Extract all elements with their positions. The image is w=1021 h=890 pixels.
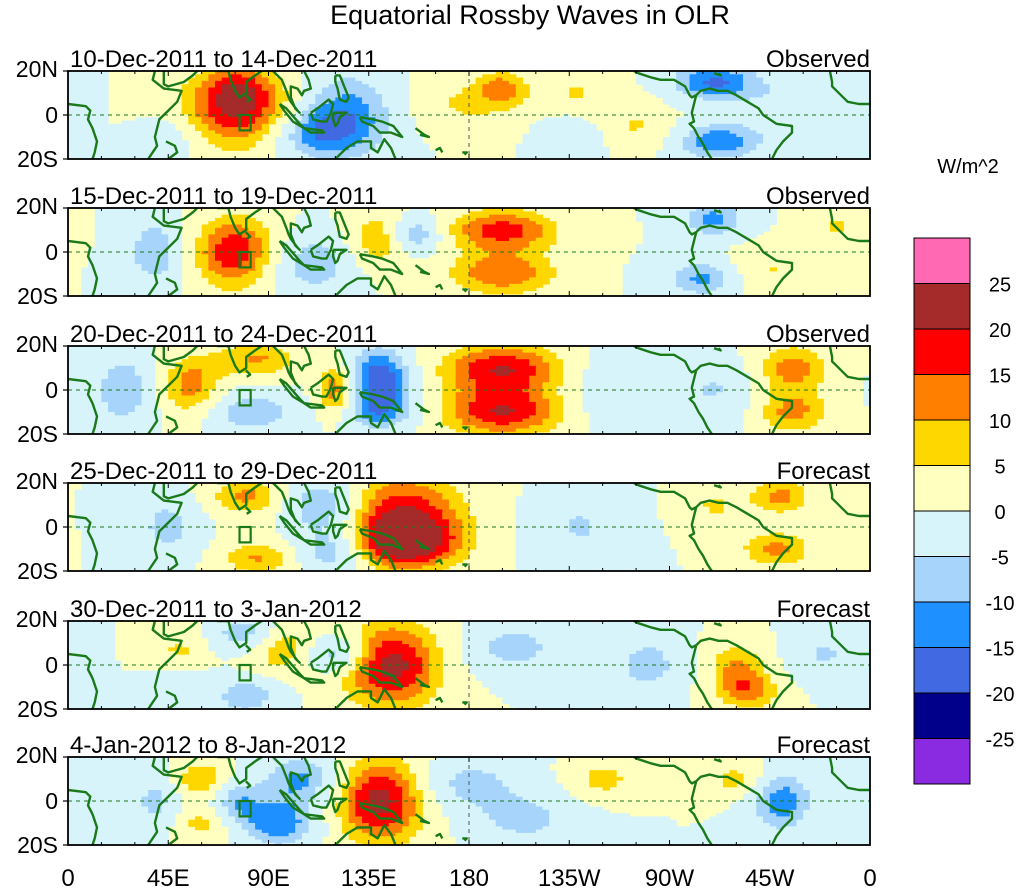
latitude-label: 20S	[17, 421, 58, 447]
panel-date-range: 10-Dec-2011 to 14-Dec-2011	[70, 46, 377, 73]
panel-status: Forecast	[777, 596, 871, 623]
panel-status: Forecast	[777, 458, 871, 485]
latitude-label: 20S	[17, 696, 58, 722]
coastlines	[68, 483, 870, 571]
colorbar-label: -10	[986, 593, 1015, 615]
colorbar-label: -5	[991, 548, 1009, 570]
latitude-label: 20N	[16, 193, 58, 219]
map-panel-6: 20N 0 20S 4-Jan-2012 to 8-Jan-2012 Forecast	[16, 732, 871, 858]
map-panel-2: 20N 0 20S 15-Dec-2011 to 19-Dec-2011 Observe…	[16, 183, 871, 309]
panel-status: Observed	[766, 321, 870, 348]
ticks	[63, 482, 871, 572]
colorbar-swatch	[913, 465, 971, 512]
colorbar-swatch	[913, 510, 971, 557]
panel-date-range: 25-Dec-2011 to 29-Dec-2011	[70, 458, 377, 485]
panel-date-range: 20-Dec-2011 to 24-Dec-2011	[70, 321, 377, 348]
panel-date-range: 15-Dec-2011 to 19-Dec-2011	[70, 183, 377, 210]
colorbar: W/m^2 25 20 15 10 5 0 -5 -10 -15 -20 -25	[913, 156, 1015, 785]
map-panel-3: 20N 0 20S 20-Dec-2011 to 24-Dec-2011 Observe…	[16, 321, 871, 447]
map-panel-5: 20N 0 20S 30-Dec-2011 to 3-Jan-2012 Forecast	[16, 596, 871, 722]
index-region-box	[238, 525, 252, 544]
panel-date-range: 4-Jan-2012 to 8-Jan-2012	[70, 732, 346, 759]
coastlines	[68, 346, 870, 434]
index-region-box	[238, 799, 252, 818]
index-region-box	[238, 113, 252, 132]
coastlines	[68, 621, 870, 709]
latitude-label: 20N	[16, 742, 58, 768]
coastlines	[68, 757, 870, 845]
colorbar-label: 15	[989, 366, 1011, 388]
latitude-label: 0	[45, 788, 58, 814]
latitude-label: 20S	[17, 558, 58, 584]
colorbar-label: -25	[986, 730, 1015, 752]
map-panel-4: 20N 0 20S 25-Dec-2011 to 29-Dec-2011 Forecas…	[16, 458, 871, 584]
ticks	[63, 345, 871, 435]
colorbar-swatch	[913, 692, 971, 739]
longitude-label: 90E	[247, 865, 290, 890]
colorbar-label: -20	[986, 684, 1015, 706]
latitude-label: 20N	[16, 606, 58, 632]
colorbar-swatch	[913, 601, 971, 648]
longitude-label: 180	[449, 865, 489, 890]
latitude-label: 20N	[16, 331, 58, 357]
colorbar-label: 25	[989, 275, 1011, 297]
longitude-label: 135E	[341, 865, 397, 890]
latitude-label: 0	[45, 102, 58, 128]
colorbar-label: -15	[986, 639, 1015, 661]
olr-anomaly-field	[68, 71, 870, 159]
longitude-label: 0	[61, 865, 74, 890]
longitude-label: 45E	[147, 865, 190, 890]
longitude-label: 45W	[745, 865, 795, 890]
colorbar-label: 10	[989, 411, 1011, 433]
colorbar-swatch	[913, 738, 971, 785]
panel-status: Observed	[766, 46, 870, 73]
colorbar-swatch	[913, 283, 971, 330]
longitude-label: 135W	[538, 865, 601, 890]
latitude-label: 0	[45, 652, 58, 678]
colorbar-swatch	[913, 237, 971, 284]
longitude-label: 0	[863, 865, 876, 890]
latitude-label: 0	[45, 514, 58, 540]
map-panel-1: 20N 0 20S 10-Dec-2011 to 14-Dec-2011 Observe…	[16, 46, 871, 172]
colorbar-swatch	[913, 647, 971, 694]
ticks	[63, 756, 871, 846]
ticks	[63, 207, 871, 297]
figure-title: Equatorial Rossby Waves in OLR	[330, 0, 730, 30]
colorbar-label: 20	[989, 320, 1011, 342]
olr-anomaly-field	[68, 483, 870, 571]
colorbar-swatch	[913, 419, 971, 466]
index-region-box	[238, 663, 252, 682]
coastlines	[68, 71, 870, 159]
panel-status: Observed	[766, 183, 870, 210]
latitude-label: 20S	[17, 283, 58, 309]
coastlines	[68, 208, 870, 296]
ticks	[63, 70, 871, 160]
colorbar-label: 0	[994, 502, 1005, 524]
latitude-label: 20S	[17, 832, 58, 858]
latitude-label: 0	[45, 239, 58, 265]
index-region-box	[238, 250, 252, 269]
colorbar-swatch	[913, 328, 971, 375]
latitude-label: 20N	[16, 56, 58, 82]
panel-date-range: 30-Dec-2011 to 3-Jan-2012	[70, 596, 362, 623]
panel-status: Forecast	[777, 732, 871, 759]
colorbar-swatch	[913, 556, 971, 603]
colorbar-units: W/m^2	[937, 156, 999, 178]
ticks	[63, 620, 871, 710]
panels-group: 20N 0 20S 10-Dec-2011 to 14-Dec-2011 Observe…	[16, 46, 871, 858]
latitude-label: 20S	[17, 146, 58, 172]
longitude-axis: 0 45E 90E 135E 180 135W 90W 45W 0	[61, 865, 876, 890]
latitude-label: 0	[45, 377, 58, 403]
colorbar-label: 5	[994, 457, 1005, 479]
latitude-label: 20N	[16, 468, 58, 494]
colorbar-swatch	[913, 374, 971, 421]
longitude-label: 90W	[645, 865, 695, 890]
index-region-box	[238, 388, 252, 407]
